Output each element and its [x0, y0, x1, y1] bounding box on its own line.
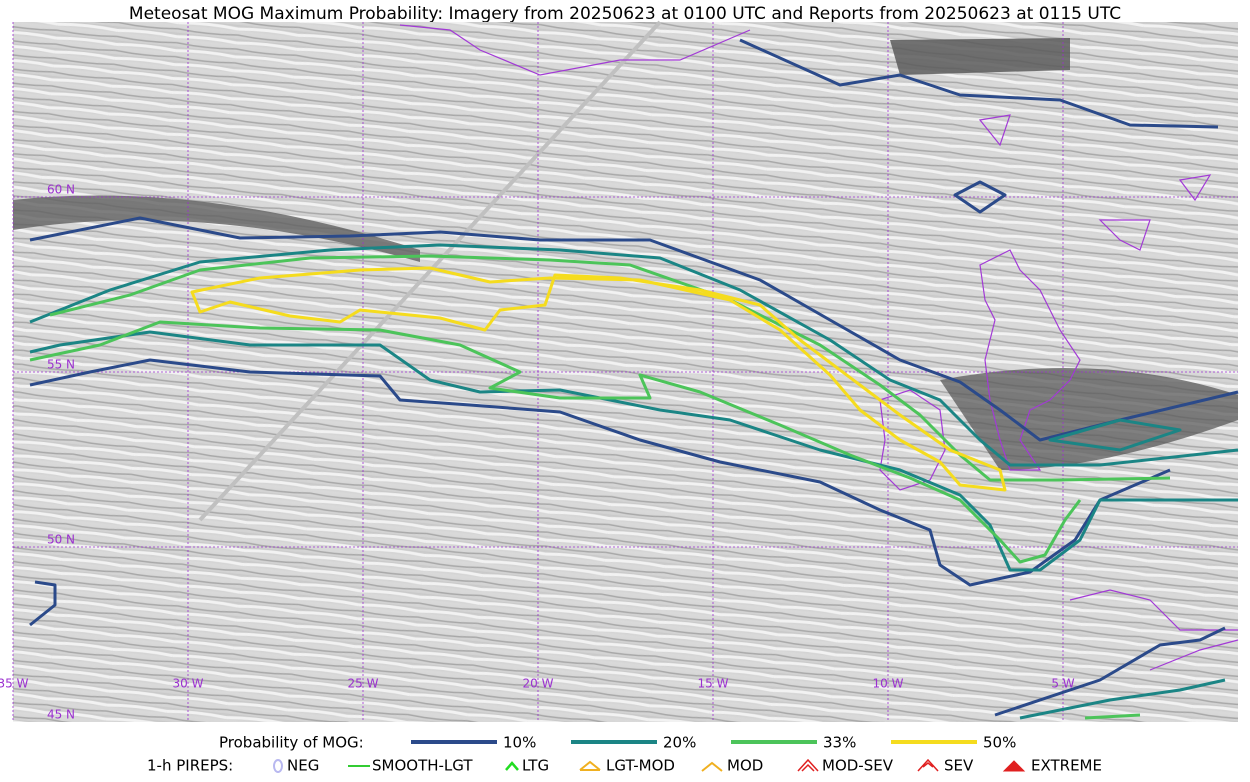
pirep-label: NEG: [287, 757, 319, 775]
pirep-label: MOD: [727, 757, 763, 775]
dark-band: [13, 195, 420, 262]
grid: [12, 22, 1238, 722]
pirep-label: SEV: [944, 757, 974, 775]
pirep-label: MOD-SEV: [822, 757, 894, 775]
legend-heading: Probability of MOG:: [219, 734, 364, 752]
contour-20: [29, 243, 1239, 720]
contour-50: [190, 266, 1007, 492]
legend-label: 50%: [983, 734, 1016, 752]
pireps-heading: 1-h PIREPS:: [147, 757, 233, 775]
lat-label: 60 N: [47, 183, 75, 197]
title: Meteosat MOG Maximum Probability: Imager…: [129, 4, 1121, 24]
pirep-label: SMOOTH-LGT: [372, 757, 473, 775]
dark-band: [890, 38, 1070, 75]
lat-label: 45 N: [47, 708, 75, 722]
lon-label: 25 W: [348, 677, 379, 691]
pirep-icon: [701, 761, 723, 772]
coastline: [399, 24, 1239, 671]
legend: Probability of MOG: 10% 20% 33% 50% 1-h PIREP…: [147, 734, 1102, 775]
pirep-icon: [797, 758, 819, 772]
lon-label: 20 W: [523, 677, 554, 691]
legend-label: 33%: [823, 734, 856, 752]
lat-label: 50 N: [47, 533, 75, 547]
pirep-icon: [505, 761, 519, 771]
lon-label: 10 W: [873, 677, 904, 691]
pirep-label: LGT-MOD: [606, 757, 675, 775]
map: [12, 20, 1239, 722]
pirep-icon: [1002, 760, 1026, 772]
lon-label: 15 W: [698, 677, 729, 691]
pirep-label: LTG: [522, 757, 549, 775]
legend-label: 20%: [663, 734, 696, 752]
pirep-label: EXTREME: [1031, 757, 1102, 775]
pirep-icon: [579, 760, 601, 771]
map-labels: 35 W 30 W 25 W 20 W 15 W 10 W 5 W 60 N 55 N 50 N 4…: [0, 183, 1075, 722]
lat-label: 55 N: [47, 358, 75, 372]
pirep-icon: [917, 758, 939, 772]
dark-band: [940, 368, 1238, 470]
satellite-edge: [198, 20, 662, 522]
contour-10: [29, 38, 1239, 717]
lon-label: 35 W: [0, 677, 29, 691]
legend-label: 10%: [503, 734, 536, 752]
lon-label: 5 W: [1051, 677, 1074, 691]
pirep-icon: [273, 759, 283, 773]
lon-label: 30 W: [173, 677, 204, 691]
